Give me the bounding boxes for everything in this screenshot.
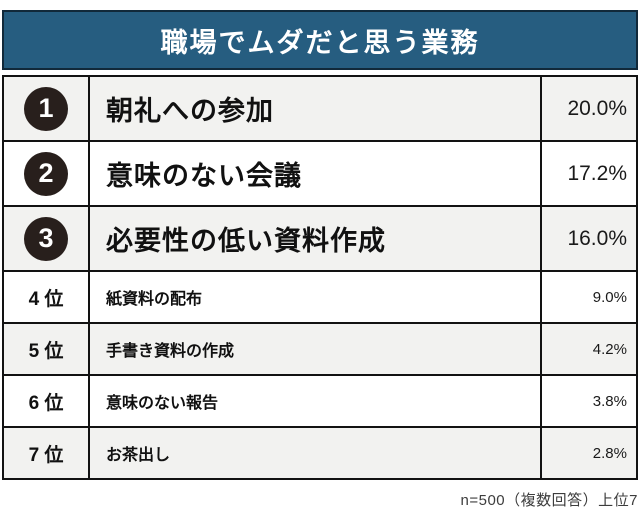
table-row: 2 意味のない会議 17.2%: [4, 142, 636, 207]
rank-label: 5 位: [28, 340, 64, 362]
ranking-table: 1 朝礼への参加 20.0% 2 意味のない会議 17.2% 3: [2, 75, 638, 480]
task-label: 必要性の低い資料作成: [106, 226, 386, 256]
percent-cell: 20.0%: [540, 77, 636, 140]
rank-cell: 6 位: [4, 376, 90, 426]
chart-title-bar: 職場でムダだと思う業務: [2, 10, 638, 70]
table-row: 4 位 紙資料の配布 9.0%: [4, 272, 636, 324]
rank-cell: 5 位: [4, 324, 90, 374]
task-cell: お茶出し: [90, 428, 540, 478]
task-label: 意味のない報告: [106, 395, 219, 412]
table-row: 7 位 お茶出し 2.8%: [4, 428, 636, 478]
rank-cell: 7 位: [4, 428, 90, 478]
task-cell: 紙資料の配布: [90, 272, 540, 322]
percent-cell: 17.2%: [540, 142, 636, 205]
rank-label: 4 位: [28, 288, 64, 310]
percent-value: 4.2%: [592, 340, 627, 358]
percent-cell: 4.2%: [540, 324, 636, 374]
percent-value: 16.0%: [567, 226, 627, 250]
rank-1-badge: 1: [24, 86, 68, 131]
task-label: 手書き資料の作成: [106, 343, 235, 360]
percent-cell: 2.8%: [540, 428, 636, 478]
task-cell: 意味のない会議: [90, 142, 540, 205]
rank-cell: 1: [4, 77, 90, 140]
table-row: 6 位 意味のない報告 3.8%: [4, 376, 636, 428]
percent-value: 2.8%: [592, 444, 627, 462]
task-label: お茶出し: [106, 447, 171, 464]
table-row: 1 朝礼への参加 20.0%: [4, 77, 636, 142]
percent-cell: 16.0%: [540, 207, 636, 270]
percent-cell: 9.0%: [540, 272, 636, 322]
percent-value: 17.2%: [567, 161, 627, 185]
task-label: 意味のない会議: [106, 161, 302, 191]
percent-value: 9.0%: [592, 288, 627, 306]
task-cell: 朝礼への参加: [90, 77, 540, 140]
task-label: 朝礼への参加: [106, 96, 274, 126]
percent-value: 3.8%: [592, 392, 627, 410]
table-row: 3 必要性の低い資料作成 16.0%: [4, 207, 636, 272]
rank-2-badge: 2: [24, 151, 68, 196]
percent-value: 20.0%: [567, 96, 627, 120]
rank-cell: 2: [4, 142, 90, 205]
task-cell: 必要性の低い資料作成: [90, 207, 540, 270]
task-label: 紙資料の配布: [106, 291, 203, 308]
rank-cell: 4 位: [4, 272, 90, 322]
rank-cell: 3: [4, 207, 90, 270]
rank-label: 6 位: [28, 392, 64, 414]
rank-3-badge: 3: [24, 216, 68, 261]
task-cell: 手書き資料の作成: [90, 324, 540, 374]
rank-label: 7 位: [28, 444, 64, 466]
sample-size-note: n=500（複数回答）上位7: [460, 492, 638, 509]
percent-cell: 3.8%: [540, 376, 636, 426]
task-cell: 意味のない報告: [90, 376, 540, 426]
table-row: 5 位 手書き資料の作成 4.2%: [4, 324, 636, 376]
page-title: 職場でムダだと思う業務: [160, 27, 480, 58]
